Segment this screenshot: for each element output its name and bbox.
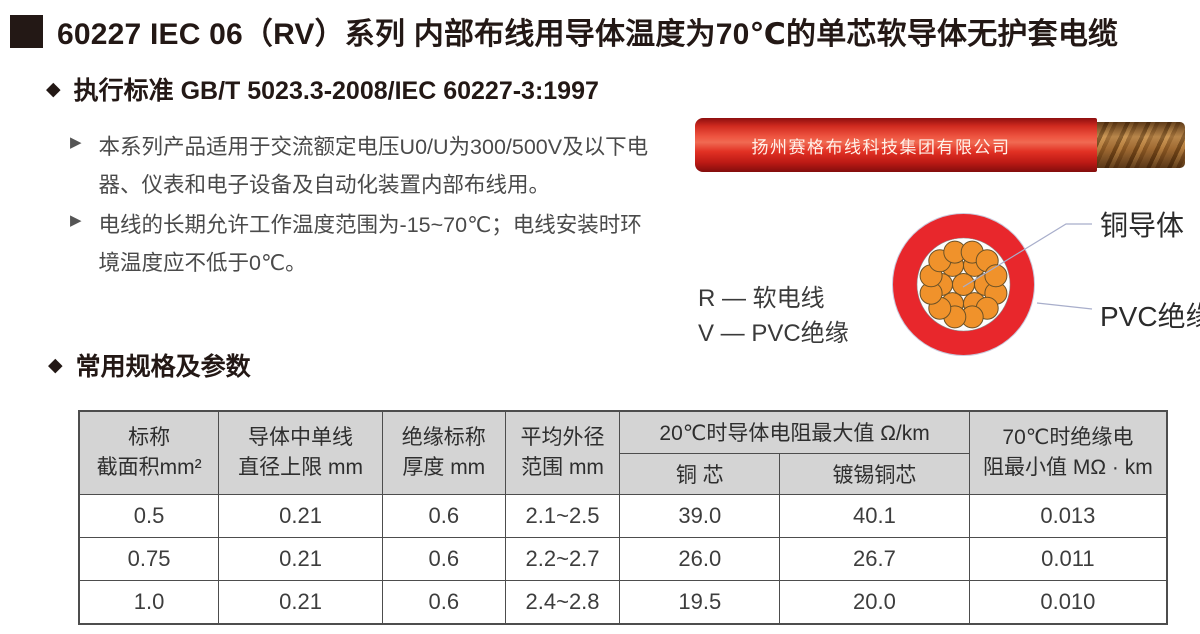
table-row: 0.5 0.21 0.6 2.1~2.5 39.0 40.1 0.013 [78,494,1168,538]
col-header-resistance-20c: 20℃时导体电阻最大值 Ω/km [619,410,970,454]
callout-lines [962,223,1093,310]
cell-insulation-resistance: 0.013 [968,494,1168,538]
cell-resistance-tinned: 40.1 [779,494,970,538]
cable-insulation-body: 扬州赛格布线科技集团有限公司 [695,118,1097,172]
cell-nominal-area: 1.0 [78,580,220,625]
cell-outer-diameter: 2.2~2.7 [504,537,621,581]
specs-heading: 常用规格及参数 [75,353,251,381]
diamond-icon: ◆ [48,354,63,376]
feature-list: ▶ 本系列产品适用于交流额定电压U0/U为300/500V及以下电器、仪表和电子… [70,128,650,284]
cell-insulation-thickness: 0.6 [381,580,506,625]
standard-row: ◆ 执行标准 GB/T 5023.3-2008/IEC 60227-3:1997 [46,71,599,107]
conductor-strands [919,240,1008,329]
cell-wire-diameter: 0.21 [218,580,383,625]
cable-cross-section-diagram [892,213,1035,356]
col-header-tinned-copper-core: 镀锡铜芯 [779,452,970,495]
diamond-icon: ◆ [46,78,61,100]
page-title-row: 60227 IEC 06（RV）系列 内部布线用导体温度为70℃的单芯软导体无护… [10,9,1118,53]
col-header-insulation-thickness: 绝缘标称 厚度 mm [381,410,506,495]
col-header-insulation-resistance-70c: 70℃时绝缘电 阻最小值 MΩ · km [968,410,1168,495]
cell-resistance-copper: 19.5 [619,580,781,625]
triangle-bullet-icon: ▶ [70,212,82,229]
cable-brand-text: 扬州赛格布线科技集团有限公司 [751,137,1011,157]
cell-wire-diameter: 0.21 [218,494,383,538]
spec-table: 标称 截面积mm² 导体中单线 直径上限 mm 绝缘标称 厚度 mm 平均外径 … [78,410,1168,625]
list-item: ▶ 电线的长期允许工作温度范围为-15~70℃；电线安装时环境温度应不低于0℃。 [70,206,650,282]
specs-heading-row: ◆ 常用规格及参数 [48,347,251,383]
page-title: 60227 IEC 06（RV）系列 内部布线用导体温度为70℃的单芯软导体无护… [57,18,1119,51]
standard-text: 执行标准 GB/T 5023.3-2008/IEC 60227-3:1997 [73,77,599,105]
conductor-pointer-line [962,223,1092,288]
cell-resistance-tinned: 26.7 [779,537,970,581]
col-header-outer-diameter: 平均外径 范围 mm [504,410,621,495]
cell-nominal-area: 0.5 [78,494,220,538]
legend-r-line: R — 软电线 [698,285,825,312]
cell-resistance-tinned: 20.0 [779,580,970,625]
insulation-label: PVC绝缘 [1100,301,1200,332]
cell-wire-diameter: 0.21 [218,537,383,581]
insulation-pointer-line [1036,302,1093,310]
table-row: 1.0 0.21 0.6 2.4~2.8 19.5 20.0 0.010 [78,580,1168,625]
cell-outer-diameter: 2.1~2.5 [504,494,621,538]
cell-outer-diameter: 2.4~2.8 [504,580,621,625]
table-row: 0.75 0.21 0.6 2.2~2.7 26.0 26.7 0.011 [78,537,1168,581]
triangle-bullet-icon: ▶ [70,134,82,151]
feature-text: 本系列产品适用于交流额定电压U0/U为300/500V及以下电器、仪表和电子设备… [98,135,649,197]
cell-resistance-copper: 39.0 [619,494,781,538]
cell-insulation-resistance: 0.010 [968,580,1168,625]
code-legend: R — 软电线 V — PVC绝缘 [698,281,849,351]
cell-resistance-copper: 26.0 [619,537,781,581]
col-header-nominal-area: 标称 截面积mm² [78,410,220,495]
cell-insulation-thickness: 0.6 [381,537,506,581]
cell-insulation-resistance: 0.011 [968,537,1168,581]
list-item: ▶ 本系列产品适用于交流额定电压U0/U为300/500V及以下电器、仪表和电子… [70,128,650,204]
conductor-label: 铜导体 [1100,210,1185,241]
section-square-icon [10,14,43,48]
cable-photo: 扬州赛格布线科技集团有限公司 [695,118,1190,172]
cell-insulation-thickness: 0.6 [381,494,506,538]
feature-text: 电线的长期允许工作温度范围为-15~70℃；电线安装时环境温度应不低于0℃。 [98,213,642,275]
col-header-copper-core: 铜 芯 [619,452,781,495]
col-header-wire-diameter: 导体中单线 直径上限 mm [218,410,383,495]
cell-nominal-area: 0.75 [78,537,220,581]
legend-v-line: V — PVC绝缘 [698,320,849,347]
cable-copper-conductor [1097,122,1185,168]
